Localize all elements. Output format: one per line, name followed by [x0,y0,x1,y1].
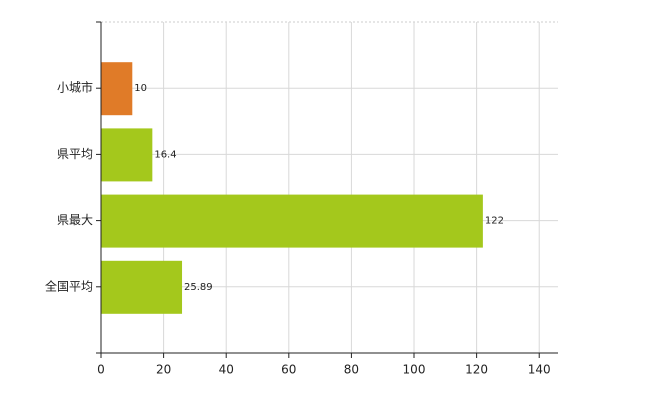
x-tick-label: 80 [344,363,359,377]
value-label: 122 [485,216,504,227]
bar [101,62,133,116]
y-tick-label: 全国平均 [45,278,93,293]
x-tick-label: 100 [403,363,426,377]
x-tick-label: 20 [156,363,171,377]
x-tick-label: 120 [465,363,488,377]
value-label: 10 [134,83,147,94]
y-tick-label: 県平均 [57,147,93,161]
x-tick-label: 0 [97,363,105,377]
bar [101,128,153,182]
y-tick-label: 小城市 [57,80,93,95]
value-label: 25.89 [184,282,213,293]
x-tick-label: 60 [281,363,296,377]
bar [101,260,183,314]
x-tick-label: 40 [219,363,234,377]
value-label: 16.4 [154,149,176,160]
bar [101,194,483,248]
y-tick-label: 県最大 [57,213,93,227]
x-tick-label: 140 [528,363,551,377]
